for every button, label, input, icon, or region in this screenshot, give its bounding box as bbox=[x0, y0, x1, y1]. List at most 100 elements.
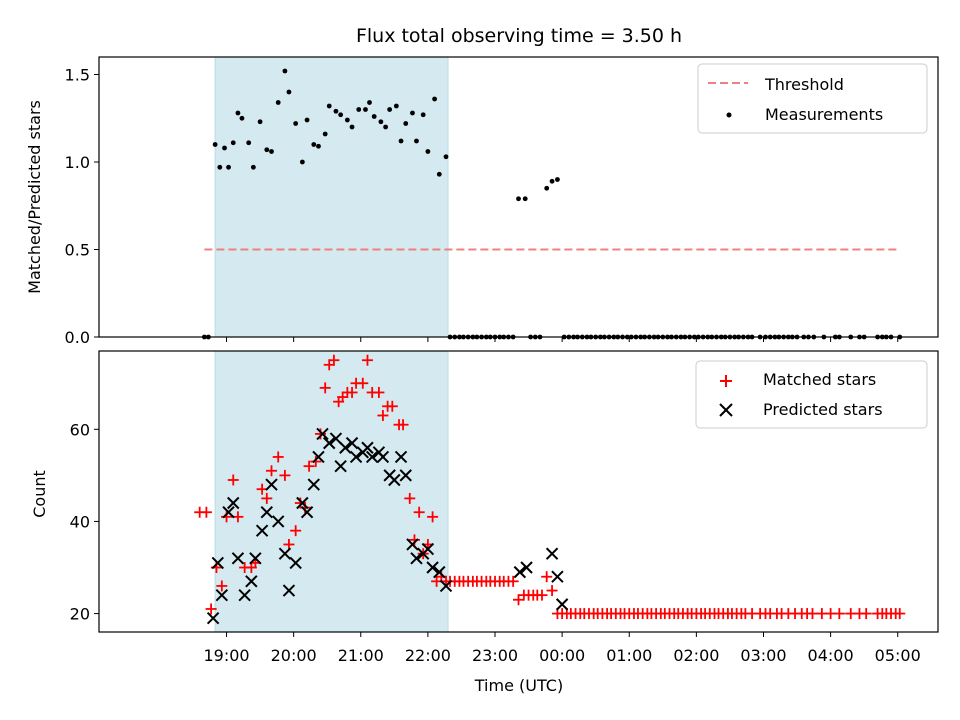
legend-predicted-label: Predicted stars bbox=[763, 400, 883, 419]
measurement-point-41 bbox=[425, 149, 431, 154]
predicted-marker-b bbox=[439, 579, 453, 593]
predicted-star-marker-44 bbox=[520, 561, 533, 574]
predicted-marker-b bbox=[323, 436, 336, 450]
counts-y-axis-label: Count bbox=[30, 470, 49, 518]
matched-star-marker-29 bbox=[346, 386, 358, 398]
measurement-point-9 bbox=[246, 140, 252, 146]
matched-star-marker-128 bbox=[833, 608, 845, 620]
x-tick-label-0: 19:00 bbox=[203, 646, 249, 665]
x-tick-label-10: 05:00 bbox=[875, 646, 921, 665]
measurement-point-65 bbox=[544, 185, 550, 191]
predicted-marker-b bbox=[282, 584, 296, 597]
x-tick-label-5: 00:00 bbox=[539, 646, 585, 665]
predicted-marker-b bbox=[545, 547, 559, 560]
predicted-marker-b bbox=[260, 506, 274, 519]
matched-star-marker-35 bbox=[377, 409, 389, 421]
counts-legend-box bbox=[695, 360, 928, 429]
predicted-star-marker-5 bbox=[231, 552, 245, 565]
matched-star-marker-63 bbox=[507, 575, 519, 587]
matched-star-marker-31 bbox=[357, 377, 369, 389]
measurement-point-36 bbox=[398, 138, 404, 144]
counts-x-ticks: 19:00 20:00 21:00 22:00 23:00 00:00 01:00 02:00… bbox=[203, 632, 921, 665]
measurement-point-8 bbox=[239, 115, 245, 121]
matched-star-marker-2 bbox=[205, 603, 217, 615]
ratio-y-axis-label: Matched/Predicted stars bbox=[25, 100, 44, 294]
matched-star-marker-18 bbox=[294, 497, 306, 509]
measurement-point-26 bbox=[344, 117, 350, 123]
predicted-marker-b bbox=[520, 561, 533, 574]
legend-measurement-dot-icon bbox=[726, 112, 732, 118]
matched-star-marker-4 bbox=[216, 580, 228, 592]
matched-star-marker-20 bbox=[303, 460, 315, 472]
x-tick-label-4: 23:00 bbox=[472, 646, 518, 665]
measurement-point-31 bbox=[371, 114, 377, 119]
matched-star-marker-39 bbox=[397, 419, 409, 431]
predicted-star-marker-31 bbox=[376, 450, 390, 464]
predicted-star-marker-15 bbox=[289, 556, 302, 570]
measurement-point-20 bbox=[311, 142, 317, 147]
legend-matched-plus-icon bbox=[720, 375, 732, 387]
predicted-star-marker-45 bbox=[545, 547, 559, 560]
ratio-y-tick-label-3: 1.5 bbox=[65, 66, 90, 85]
predicted-marker-b bbox=[307, 478, 320, 491]
predicted-star-marker-17 bbox=[300, 506, 314, 519]
measurement-point-16 bbox=[286, 89, 292, 95]
measurement-point-27 bbox=[349, 124, 355, 130]
matched-star-marker-13 bbox=[265, 465, 277, 477]
predicted-marker-b bbox=[513, 565, 527, 579]
matched-star-marker-16 bbox=[283, 538, 295, 550]
measurement-point-66 bbox=[549, 178, 555, 184]
predicted-star-marker-41 bbox=[433, 565, 446, 579]
predicted-star-marker-40 bbox=[426, 561, 439, 574]
predicted-star-marker-4 bbox=[227, 496, 240, 510]
matched-star-marker-32 bbox=[361, 354, 373, 366]
x-tick-label-1: 20:00 bbox=[271, 646, 317, 665]
predicted-marker-b bbox=[555, 598, 569, 611]
legend-predicted-x-icon bbox=[719, 403, 733, 417]
predicted-star-marker-29 bbox=[365, 450, 379, 464]
matched-star-marker-70 bbox=[541, 571, 553, 583]
ratio-y-tick-label-0: 0.0 bbox=[65, 328, 90, 347]
predicted-marker-b bbox=[265, 478, 278, 491]
matched-star-marker-27 bbox=[337, 391, 349, 403]
predicted-marker-b bbox=[339, 441, 352, 454]
x-tick-label-7: 02:00 bbox=[673, 646, 719, 665]
matched-star-marker-45 bbox=[427, 511, 439, 523]
predicted-star-marker-14 bbox=[282, 584, 296, 597]
x-tick-label-2: 21:00 bbox=[338, 646, 384, 665]
measurement-point-37 bbox=[403, 121, 409, 126]
legend-threshold-label: Threshold bbox=[764, 75, 844, 94]
measurement-point-7 bbox=[235, 110, 241, 116]
ratio-shaded-span bbox=[214, 56, 449, 338]
matched-star-marker-15 bbox=[279, 469, 291, 481]
matched-star-marker-22 bbox=[314, 428, 326, 440]
legend-measurements-label: Measurements bbox=[765, 105, 883, 124]
predicted-marker-b bbox=[215, 588, 229, 602]
predicted-star-marker-22 bbox=[329, 432, 343, 445]
matched-star-marker-14 bbox=[272, 451, 284, 463]
predicted-marker-b bbox=[255, 524, 269, 537]
predicted-star-marker-1 bbox=[211, 556, 225, 570]
predicted-marker-b bbox=[329, 432, 343, 445]
predicted-star-marker-43 bbox=[513, 565, 527, 579]
predicted-marker-b bbox=[278, 547, 292, 560]
predicted-star-marker-26 bbox=[349, 450, 363, 464]
predicted-star-marker-36 bbox=[406, 538, 419, 551]
predicted-star-marker-28 bbox=[361, 441, 374, 454]
predicted-star-marker-42 bbox=[439, 579, 453, 593]
predicted-marker-b bbox=[238, 588, 251, 602]
predicted-marker-b bbox=[334, 459, 347, 473]
measurement-point-3 bbox=[217, 164, 223, 170]
counts-y-ticks: 20 40 60 bbox=[70, 420, 99, 624]
measurement-point-2 bbox=[212, 142, 218, 147]
predicted-star-marker-47 bbox=[555, 598, 569, 611]
matched-star-marker-71 bbox=[546, 585, 558, 597]
predicted-star-marker-8 bbox=[249, 552, 262, 565]
measurement-point-32 bbox=[378, 119, 384, 125]
predicted-marker-b bbox=[231, 552, 245, 565]
predicted-star-marker-3 bbox=[222, 506, 235, 519]
matched-star-marker-12 bbox=[261, 492, 273, 504]
predicted-marker-b bbox=[365, 450, 379, 464]
measurement-point-67 bbox=[555, 177, 560, 182]
predicted-star-marker-24 bbox=[339, 441, 352, 454]
